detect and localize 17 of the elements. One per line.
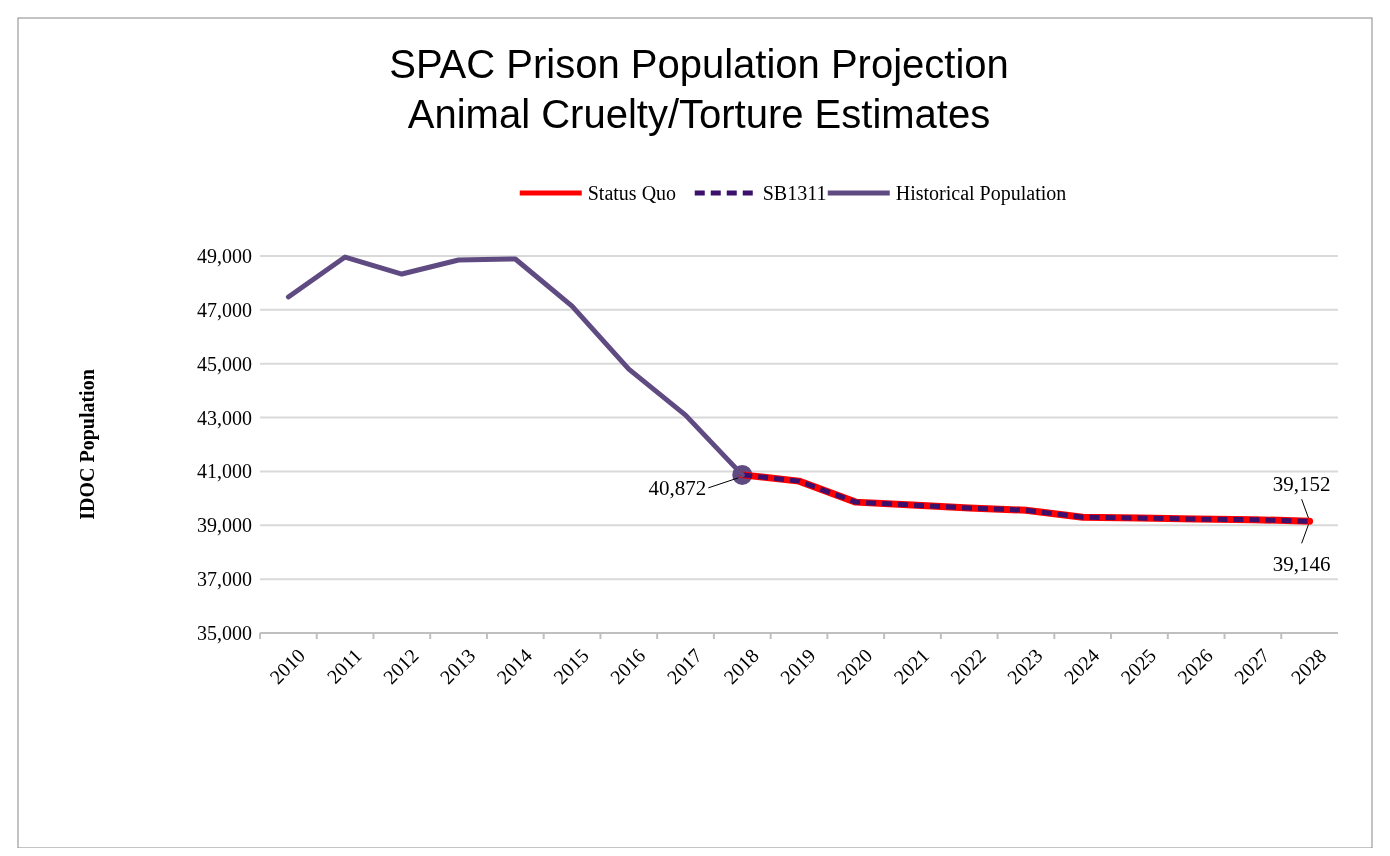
y-tick-label: 39,000 <box>197 514 252 537</box>
chart-title: SPAC Prison Population Projection Animal Cruelty/Torture Estimates <box>389 42 1009 136</box>
y-tick-label: 49,000 <box>197 245 252 267</box>
legend-label: Status Quo <box>587 182 677 204</box>
x-tick-label: 2011 <box>322 644 366 688</box>
legend-label: Historical Population <box>895 182 1067 205</box>
y-axis-title: IDOC Population <box>76 369 99 520</box>
y-tick-label: 37,000 <box>197 568 252 591</box>
y-tick-label: 43,000 <box>197 406 252 429</box>
y-tick-label: 41,000 <box>197 460 252 483</box>
data-label: 40,872 <box>648 476 707 501</box>
y-tick-label: 47,000 <box>197 298 252 321</box>
data-label: 39,152 <box>1272 471 1331 496</box>
data-label: 39,146 <box>1272 551 1331 576</box>
legend-label: SB1311 <box>762 182 827 204</box>
y-tick-label: 45,000 <box>197 352 252 375</box>
y-tick-label: 35,000 <box>197 622 252 644</box>
